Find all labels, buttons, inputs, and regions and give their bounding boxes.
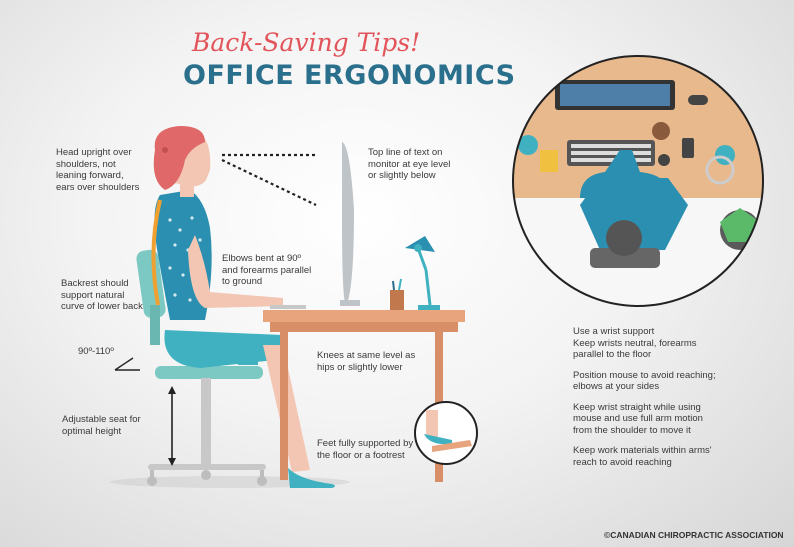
keyboard-icon <box>270 305 306 309</box>
note-backrest: Backrest should support natural curve of l… <box>61 278 143 312</box>
footrest-icon <box>414 401 478 465</box>
note-seat: Adjustable seat for optimal height <box>62 414 141 437</box>
angle-icon <box>114 357 140 371</box>
note-head: Head upright over shoulders, not leaning f… <box>56 147 140 193</box>
sight-line-icon <box>221 153 317 206</box>
office-chair-icon <box>136 249 267 486</box>
subtitle: Back-Saving Tips! <box>192 28 421 57</box>
note-knees: Knees at same level as hips or slightly l… <box>317 350 416 373</box>
copyright: ©CANADIAN CHIROPRACTIC ASSOCIATION <box>604 530 784 540</box>
pencil-cup-icon <box>390 278 404 310</box>
page-title: OFFICE ERGONOMICS <box>183 60 516 91</box>
note-elbows: Elbows bent at 90º and forearms parallel t… <box>222 253 312 287</box>
note-monitor: Top line of text on monitor at eye level o… <box>368 147 451 181</box>
tip-item: Keep work materials within arms' reach to… <box>573 445 712 468</box>
top-view-desk-icon <box>512 55 764 307</box>
height-arrow-icon <box>168 386 176 466</box>
desk-lamp-icon <box>405 236 440 310</box>
tip-item: Keep wrist straight while using mouse and… <box>573 401 703 436</box>
note-feet: Feet fully supported by the floor or a fo… <box>317 438 414 461</box>
tips-list: Use a wrist support Keep wrists neutral, … <box>573 326 716 477</box>
note-angle: 90º-110º <box>78 346 114 357</box>
seated-person-icon <box>151 126 335 488</box>
tip-item: Position mouse to avoid reaching; elbows … <box>573 369 716 393</box>
tip-item: Use a wrist support Keep wrists neutral, … <box>573 326 697 360</box>
monitor-icon <box>340 142 360 306</box>
